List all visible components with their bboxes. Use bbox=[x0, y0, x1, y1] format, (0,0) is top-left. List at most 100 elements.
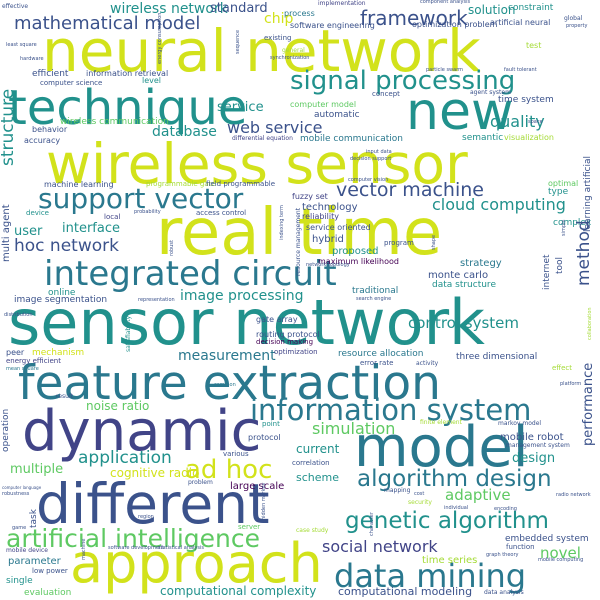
word-process: process bbox=[284, 9, 315, 18]
word-efficient: efficient bbox=[32, 69, 69, 79]
word-three-dimensional: three dimensional bbox=[456, 352, 538, 362]
word-semantic: semantic bbox=[462, 133, 504, 143]
word-point: point bbox=[262, 420, 280, 428]
word-learning-artificial: learning artificial bbox=[583, 156, 593, 232]
word-hoc-network: hoc network bbox=[14, 236, 119, 256]
word-fuzzy-set: fuzzy set bbox=[292, 192, 328, 201]
word-noise-ratio: noise ratio bbox=[86, 399, 150, 413]
word-vector-machine: vector machine bbox=[336, 179, 484, 201]
word-optimization: optimization bbox=[274, 348, 318, 356]
word-space: space bbox=[528, 119, 543, 125]
word-component-analysis: component analysis bbox=[420, 0, 471, 5]
word-search-engine: search engine bbox=[356, 296, 392, 302]
word-various: various bbox=[223, 450, 249, 458]
word-genetic-algorithm: genetic algorithm bbox=[345, 508, 549, 534]
word-traditional: traditional bbox=[352, 286, 399, 296]
word-least-square: least square bbox=[6, 42, 37, 48]
word-optimal: optimal bbox=[548, 179, 579, 188]
word-social-network: social network bbox=[322, 537, 438, 556]
word-decision-support: decision support bbox=[350, 156, 392, 162]
word-input-data: input data bbox=[366, 149, 392, 155]
word-mechanism: mechanism bbox=[32, 348, 85, 358]
word-indexing-term: indexing term bbox=[279, 205, 285, 240]
word-network-topology: network topology bbox=[306, 262, 350, 268]
word-model: model bbox=[354, 415, 529, 480]
word-automatic: automatic bbox=[314, 110, 360, 120]
word-image-processing: image processing bbox=[180, 288, 304, 304]
word-information-retrieval: information retrieval bbox=[86, 69, 169, 78]
word-platform: platform bbox=[560, 381, 582, 387]
word-synchronization: synchronization bbox=[270, 55, 310, 61]
word-hardware: hardware bbox=[20, 56, 44, 62]
word-effective: effective bbox=[2, 3, 29, 10]
word-hidden-markov: hidden markov bbox=[261, 482, 267, 520]
word-real-time: real time bbox=[156, 196, 443, 270]
word-data-structure: data structure bbox=[432, 280, 496, 290]
word-case-study: case study bbox=[296, 527, 329, 534]
word-constraint: constraint bbox=[508, 3, 554, 13]
word-wireless-communication: wireless communication bbox=[60, 117, 169, 127]
word-property: property bbox=[566, 23, 588, 29]
word-activity: activity bbox=[416, 360, 439, 367]
word-framework: framework bbox=[360, 6, 468, 30]
word-integrated-circuit: integrated circuit bbox=[44, 254, 337, 294]
word-feature-extraction: feature extraction bbox=[18, 356, 441, 411]
word-programmable-gate: programmable gate bbox=[146, 180, 216, 188]
word-single: single bbox=[6, 576, 33, 586]
word-time-system: time system bbox=[498, 95, 554, 105]
word-sensor-network: sensor network bbox=[8, 286, 485, 359]
word-mean-square: mean square bbox=[6, 366, 39, 372]
word-complex: complex bbox=[553, 218, 592, 228]
word-result: result bbox=[56, 393, 73, 400]
word-artificial-intelligence: artificial intelligence bbox=[6, 524, 261, 553]
word-mobile-computing: mobile computing bbox=[538, 557, 584, 563]
word-software-development: software development bbox=[108, 545, 165, 551]
word-computer-model: computer model bbox=[290, 100, 357, 109]
word-computational-complexity: computational complexity bbox=[160, 584, 317, 598]
word-management-system: management system bbox=[506, 442, 570, 449]
word-user: user bbox=[14, 224, 43, 239]
word-tool: tool bbox=[555, 256, 565, 274]
word-novel: novel bbox=[540, 544, 581, 562]
word-service: service bbox=[217, 100, 264, 115]
word-agent-system: agent system bbox=[470, 89, 511, 96]
word-large-scale: large scale bbox=[230, 481, 285, 492]
word-decision-making: decision making bbox=[256, 338, 314, 346]
word-field-programmable: field programmable bbox=[206, 180, 276, 188]
word-wireless-network: wireless network bbox=[110, 1, 228, 17]
word-character: character bbox=[369, 512, 375, 536]
word-measurement: measurement bbox=[178, 348, 276, 364]
word-program: program bbox=[384, 239, 414, 247]
word-resource-allocation: resource allocation bbox=[338, 349, 424, 359]
word-computational-modeling: computational modeling bbox=[338, 585, 473, 598]
word-individual: individual bbox=[444, 505, 469, 511]
word-machine: machine bbox=[81, 538, 87, 561]
word-common: common bbox=[214, 382, 236, 388]
word-image-segmentation: image segmentation bbox=[14, 295, 108, 305]
word-dynamic: dynamic bbox=[22, 399, 262, 464]
word-device: device bbox=[26, 209, 49, 217]
word-function: function bbox=[506, 543, 535, 551]
word-region: region bbox=[138, 514, 154, 520]
word-internet: internet bbox=[542, 254, 552, 290]
word-machine-learning: machine learning bbox=[44, 180, 114, 189]
word-standard: standard bbox=[210, 1, 268, 16]
word-support-vector: support vector bbox=[38, 182, 244, 215]
word-resource-management: resource management bbox=[295, 207, 302, 276]
word-particle-swarm: particle swarm bbox=[426, 67, 464, 73]
word-different: different bbox=[36, 472, 270, 536]
word-algorithm-design: algorithm design bbox=[357, 466, 552, 492]
word-scheme: scheme bbox=[296, 471, 340, 484]
word-hybrid: hybrid bbox=[312, 234, 344, 245]
word-information-system: information system bbox=[250, 393, 532, 427]
word-error-rate: error rate bbox=[360, 359, 394, 367]
word-current: current bbox=[296, 442, 340, 456]
word-differential-equation: differential equation bbox=[232, 135, 293, 142]
word-mobile-communication: mobile communication bbox=[300, 134, 403, 144]
word-operation: operation bbox=[1, 408, 11, 452]
word-level: level bbox=[142, 76, 162, 85]
word-control-system: control system bbox=[408, 314, 519, 332]
word-technology: technology bbox=[302, 202, 358, 213]
word-multiple: multiple bbox=[10, 462, 64, 477]
word-software-engineering: software engineering bbox=[290, 21, 375, 30]
